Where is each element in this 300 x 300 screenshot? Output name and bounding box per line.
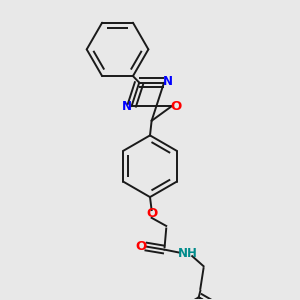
Text: O: O bbox=[170, 100, 182, 113]
Text: O: O bbox=[135, 240, 146, 253]
Text: O: O bbox=[146, 207, 157, 220]
Text: NH: NH bbox=[177, 247, 197, 260]
Text: N: N bbox=[163, 75, 173, 88]
Text: N: N bbox=[122, 100, 132, 113]
